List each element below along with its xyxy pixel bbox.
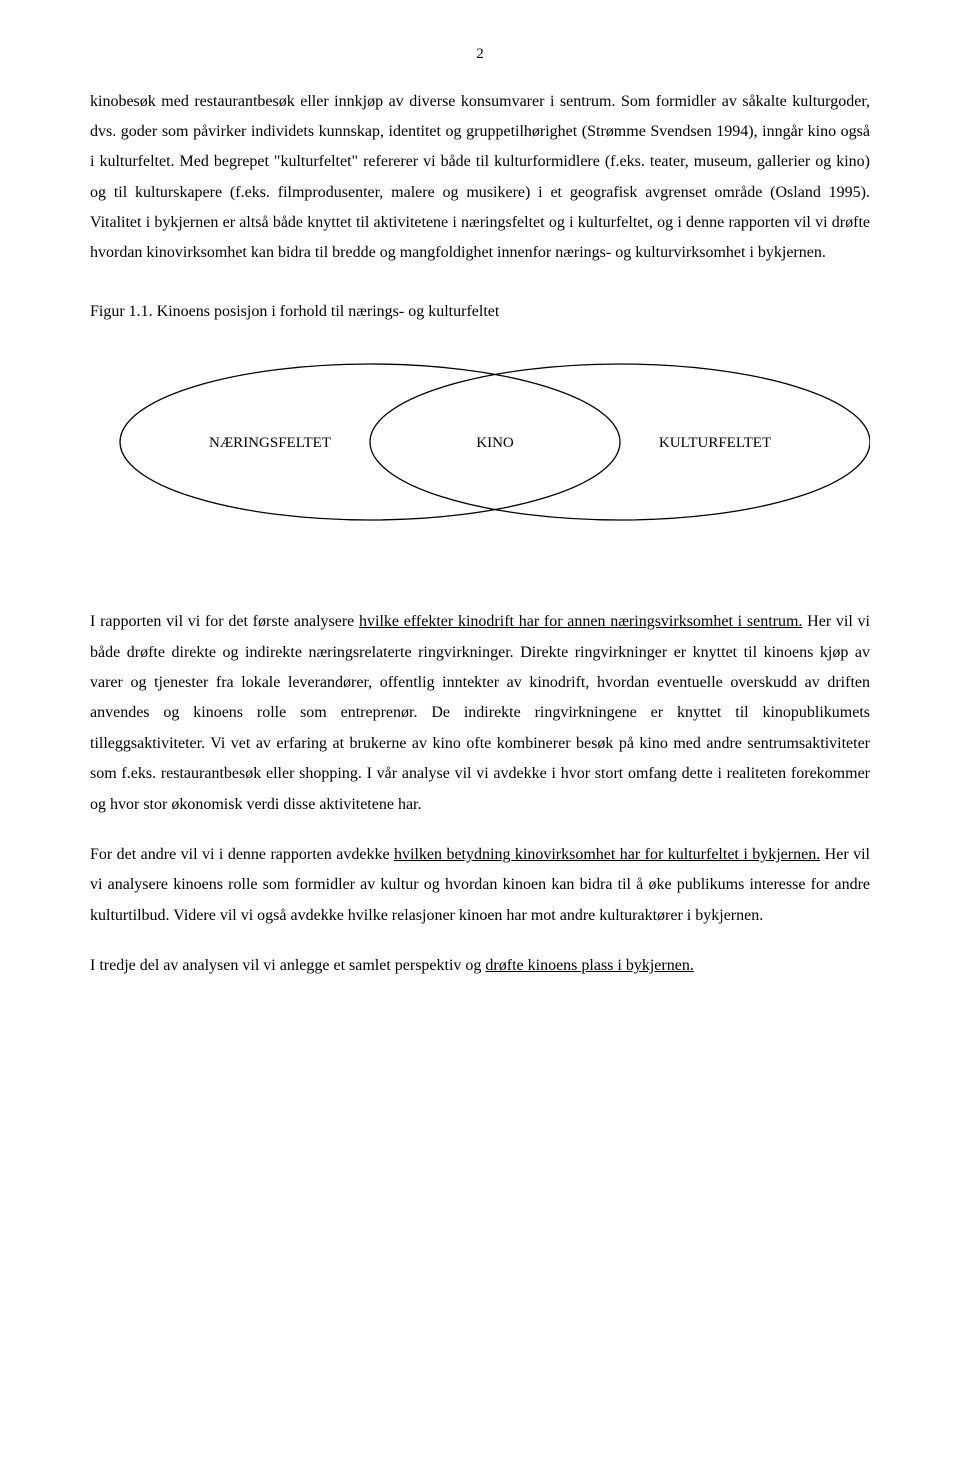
figure-caption: Figur 1.1. Kinoens posisjon i forhold ti… [90, 297, 870, 327]
svg-text:KINO: KINO [476, 435, 514, 451]
p2-pre: I rapporten vil vi for det første analys… [90, 613, 359, 630]
body-paragraph-2: I rapporten vil vi for det første analys… [90, 607, 870, 820]
p3-pre: For det andre vil vi i denne rapporten a… [90, 846, 394, 863]
p2-post: Her vil vi både drøfte direkte og indire… [90, 613, 870, 812]
body-paragraph-1: kinobesøk med restaurantbesøk eller innk… [90, 87, 870, 269]
p3-underlined: hvilken betydning kinovirksomhet har for… [394, 846, 820, 863]
venn-svg: NÆRINGSFELTET KULTURFELTET KINO [90, 337, 870, 547]
p2-underlined: hvilke effekter kinodrift har for annen … [359, 613, 802, 630]
page-number: 2 [90, 40, 870, 69]
svg-text:NÆRINGSFELTET: NÆRINGSFELTET [209, 435, 331, 451]
p4-underlined: drøfte kinoens plass i bykjernen. [485, 957, 693, 974]
p4-pre: I tredje del av analysen vil vi anlegge … [90, 957, 485, 974]
svg-text:KULTURFELTET: KULTURFELTET [659, 435, 771, 451]
body-paragraph-4: I tredje del av analysen vil vi anlegge … [90, 951, 870, 981]
venn-diagram: NÆRINGSFELTET KULTURFELTET KINO [90, 337, 870, 547]
body-paragraph-3: For det andre vil vi i denne rapporten a… [90, 840, 870, 931]
